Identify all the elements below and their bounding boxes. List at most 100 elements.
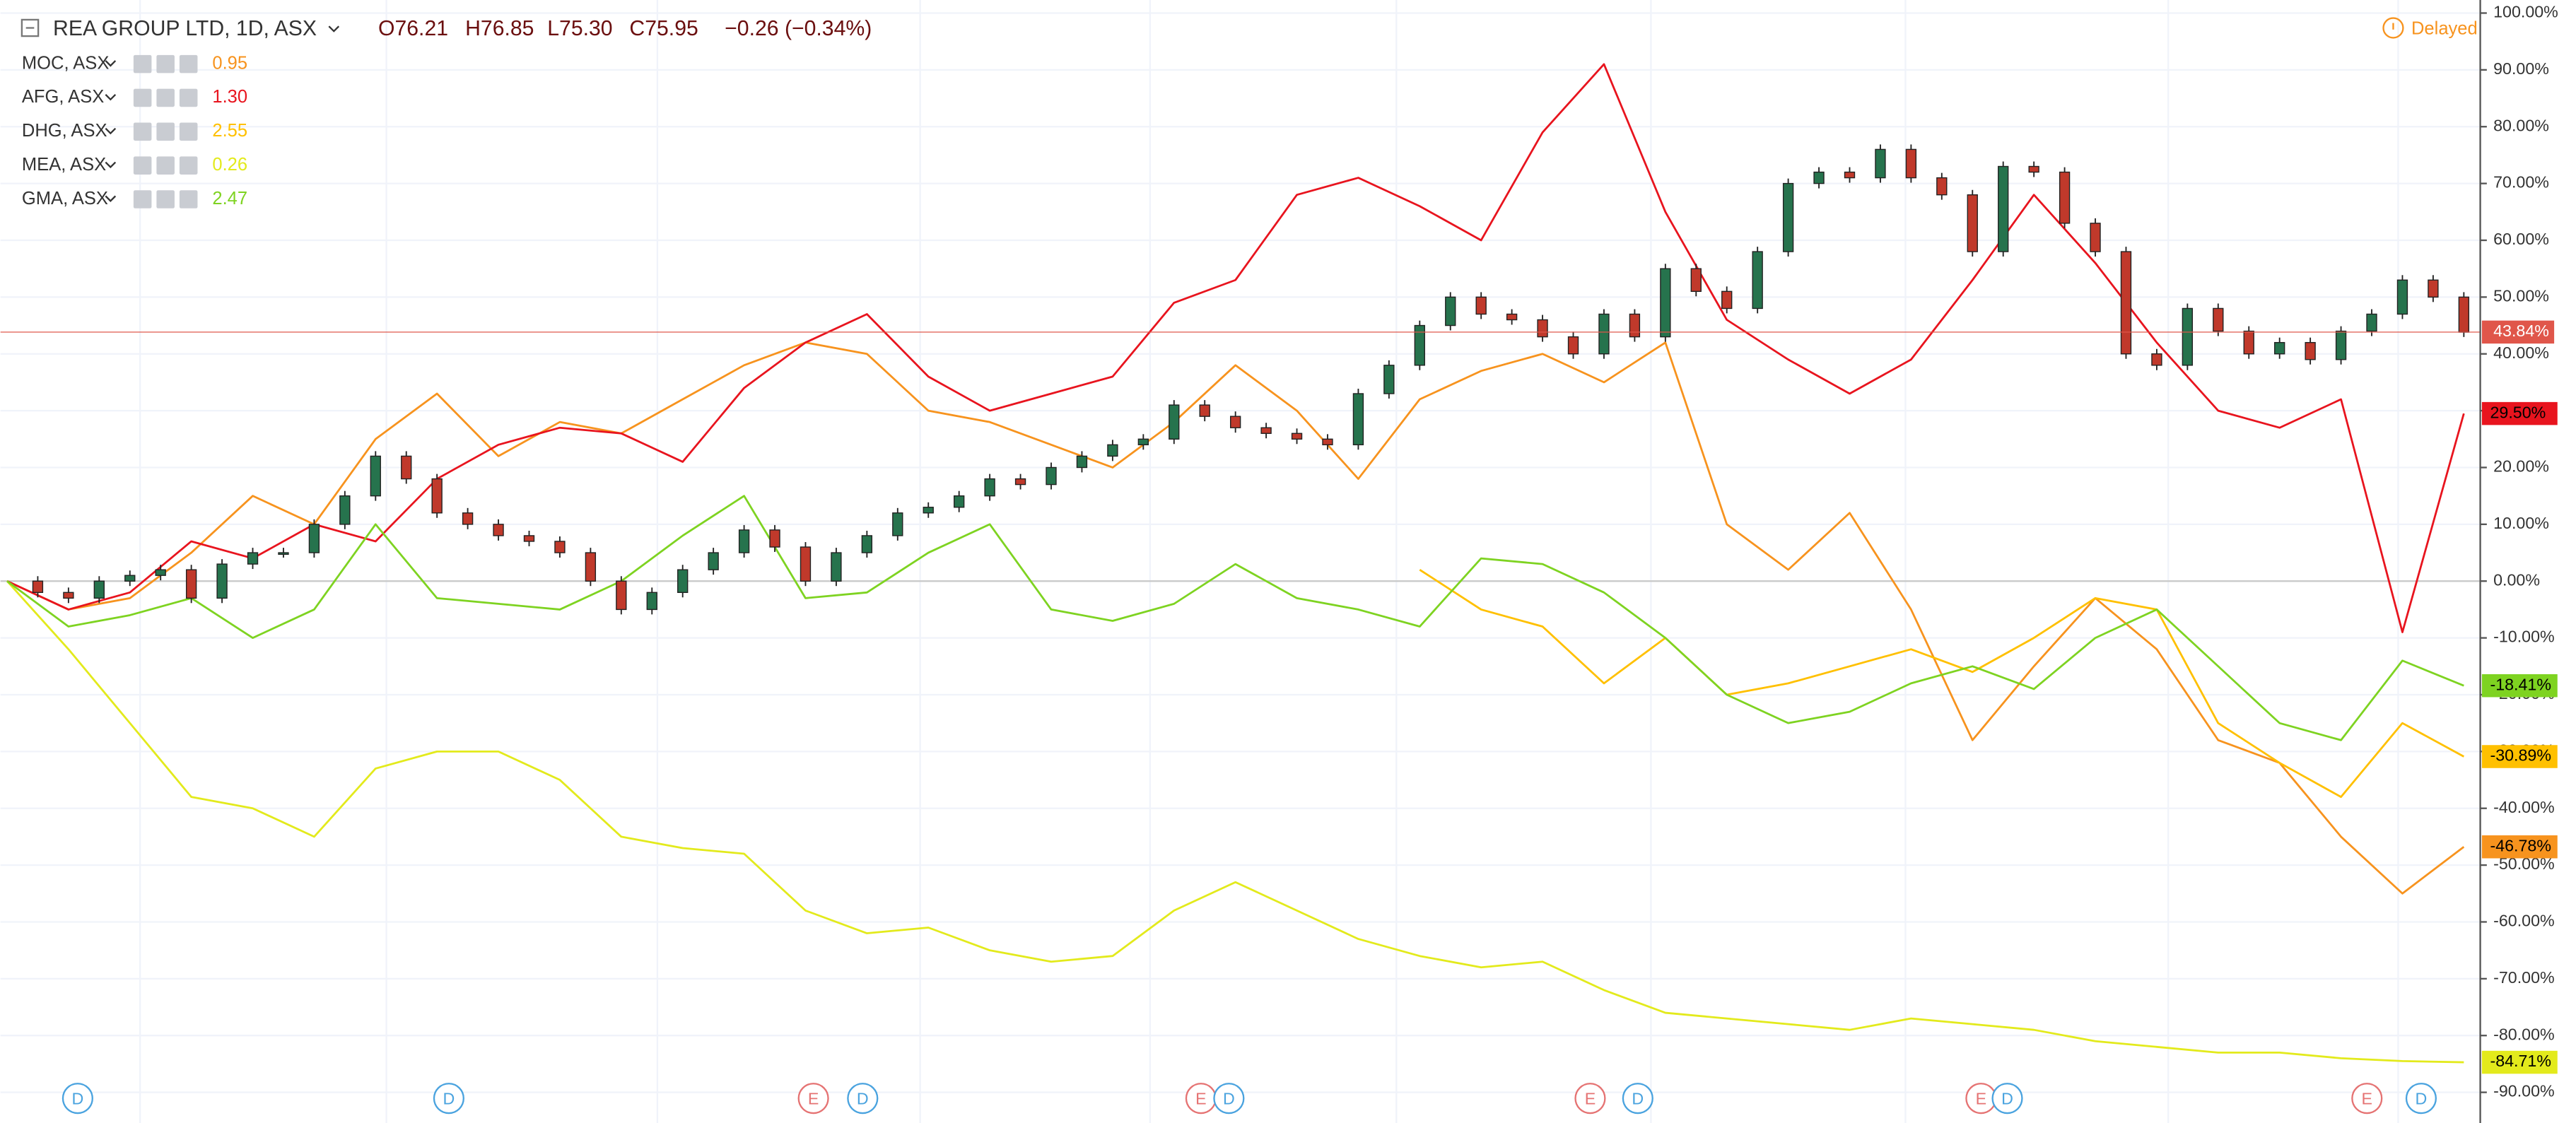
legend-button[interactable] [133, 190, 152, 208]
legend-price: 2.55 [212, 121, 247, 141]
legend-name[interactable]: AFG, ASX [22, 87, 104, 107]
candle-body [984, 478, 995, 497]
event-marker[interactable] [1213, 1083, 1245, 1115]
event-marker[interactable] [433, 1083, 464, 1115]
legend-chevron [105, 161, 117, 169]
legend-button[interactable] [133, 54, 152, 74]
candle-body [93, 580, 105, 599]
header: REA GROUP LTD, 1D, ASX O76.21 H76.85 L75.3… [21, 17, 872, 40]
candle-body [708, 552, 719, 570]
end-label: 43.84% [2493, 322, 2549, 340]
candle-body [1506, 313, 1518, 321]
y-tick-label: 50.00% [2493, 286, 2549, 305]
legend-button[interactable] [133, 122, 152, 141]
status-icon [2382, 17, 2404, 39]
y-tick-label: 100.00% [2493, 3, 2558, 21]
legend-name[interactable]: MOC, ASX [22, 53, 110, 73]
candle-body [2366, 313, 2377, 332]
series-line [6, 495, 2464, 741]
candle-body [1291, 433, 1303, 440]
chevron [328, 25, 340, 33]
event-marker[interactable] [2405, 1083, 2437, 1115]
event-marker[interactable] [847, 1083, 879, 1115]
candle-body [2274, 341, 2285, 355]
collapse-button[interactable] [21, 18, 40, 37]
candle-body [1905, 148, 1917, 179]
event-label: E [1976, 1090, 1987, 1108]
y-tick-label: 10.00% [2493, 514, 2549, 532]
event-marker[interactable] [62, 1083, 93, 1115]
y-tick-label: -10.00% [2493, 628, 2554, 646]
y-tick-label: -60.00% [2493, 912, 2554, 930]
price-axis: 100.00% 90.00% 80.00% 70.00% 60.00% 50.00% 40.… [2480, 3, 2558, 1100]
candle-body [2182, 307, 2194, 366]
candle-body [32, 580, 44, 594]
end-label: -46.78% [2490, 836, 2551, 854]
legend-price: 0.95 [212, 53, 247, 73]
end-label-box [2481, 745, 2558, 768]
symbol-title[interactable]: REA GROUP LTD, 1D, ASX [53, 17, 317, 40]
legend-chevron [105, 93, 117, 101]
event-marker[interactable] [797, 1083, 829, 1115]
quote-value: L75.30 [547, 17, 612, 40]
status-text: Delayed [2411, 19, 2478, 39]
legend-button[interactable] [179, 122, 198, 141]
event-marker[interactable] [2351, 1083, 2383, 1115]
candle-body [554, 541, 566, 553]
event-marker[interactable] [1991, 1083, 2023, 1115]
candle-body [1998, 165, 2009, 252]
candle-body [738, 529, 750, 553]
legend-button[interactable] [179, 190, 198, 208]
event-label: E [2362, 1090, 2373, 1108]
legend-button[interactable] [156, 190, 175, 208]
grid [0, 0, 2481, 1123]
candle-body [1629, 313, 1641, 338]
candle-body [1169, 404, 1180, 440]
end-label-box [2481, 835, 2558, 859]
legend-button[interactable] [133, 156, 152, 175]
legend-name[interactable]: GMA, ASX [22, 189, 108, 208]
legend-button[interactable] [179, 88, 198, 107]
quote-value: C75.95 [629, 17, 698, 40]
candle-body [2090, 223, 2101, 252]
candle-body [339, 495, 351, 525]
event-label: D [1632, 1090, 1644, 1108]
event-marker[interactable] [1574, 1083, 1606, 1115]
y-tick-label: 40.00% [2493, 343, 2549, 362]
legend-button[interactable] [156, 156, 175, 175]
candle-body [2458, 296, 2470, 333]
candle-body [124, 575, 136, 582]
event-marker[interactable] [1622, 1083, 1653, 1115]
y-tick-label: -90.00% [2493, 1082, 2554, 1100]
legend-button[interactable] [179, 54, 198, 74]
candle-body [2335, 330, 2347, 360]
legend-chevron [105, 195, 117, 202]
candle-body [1199, 404, 1210, 417]
candle-body [2428, 279, 2439, 298]
legend-button[interactable] [133, 88, 152, 107]
legend-button[interactable] [156, 88, 175, 107]
legend-name[interactable]: DHG, ASX [22, 121, 107, 141]
candle-body [1660, 268, 1671, 338]
event-label: E [1195, 1090, 1207, 1108]
legend-button[interactable] [156, 54, 175, 74]
legend-name[interactable]: MEA, ASX [22, 155, 106, 175]
quote-value: O76.21 [378, 17, 448, 40]
candle-body [892, 512, 903, 536]
candle-body [2120, 251, 2132, 355]
candle-body [1752, 251, 1763, 310]
series-line [6, 63, 2465, 633]
candle-body [1782, 182, 1794, 252]
candle-body [2396, 279, 2408, 315]
candle-body [1813, 171, 1825, 184]
candle-body [2028, 165, 2039, 173]
legend-button[interactable] [179, 156, 198, 175]
end-label: 29.50% [2490, 403, 2546, 421]
candle-body [800, 546, 812, 582]
end-label: -18.41% [2490, 675, 2551, 693]
legend-button[interactable] [156, 122, 175, 141]
status: Delayed [2382, 17, 2478, 39]
candle-body [462, 512, 474, 525]
